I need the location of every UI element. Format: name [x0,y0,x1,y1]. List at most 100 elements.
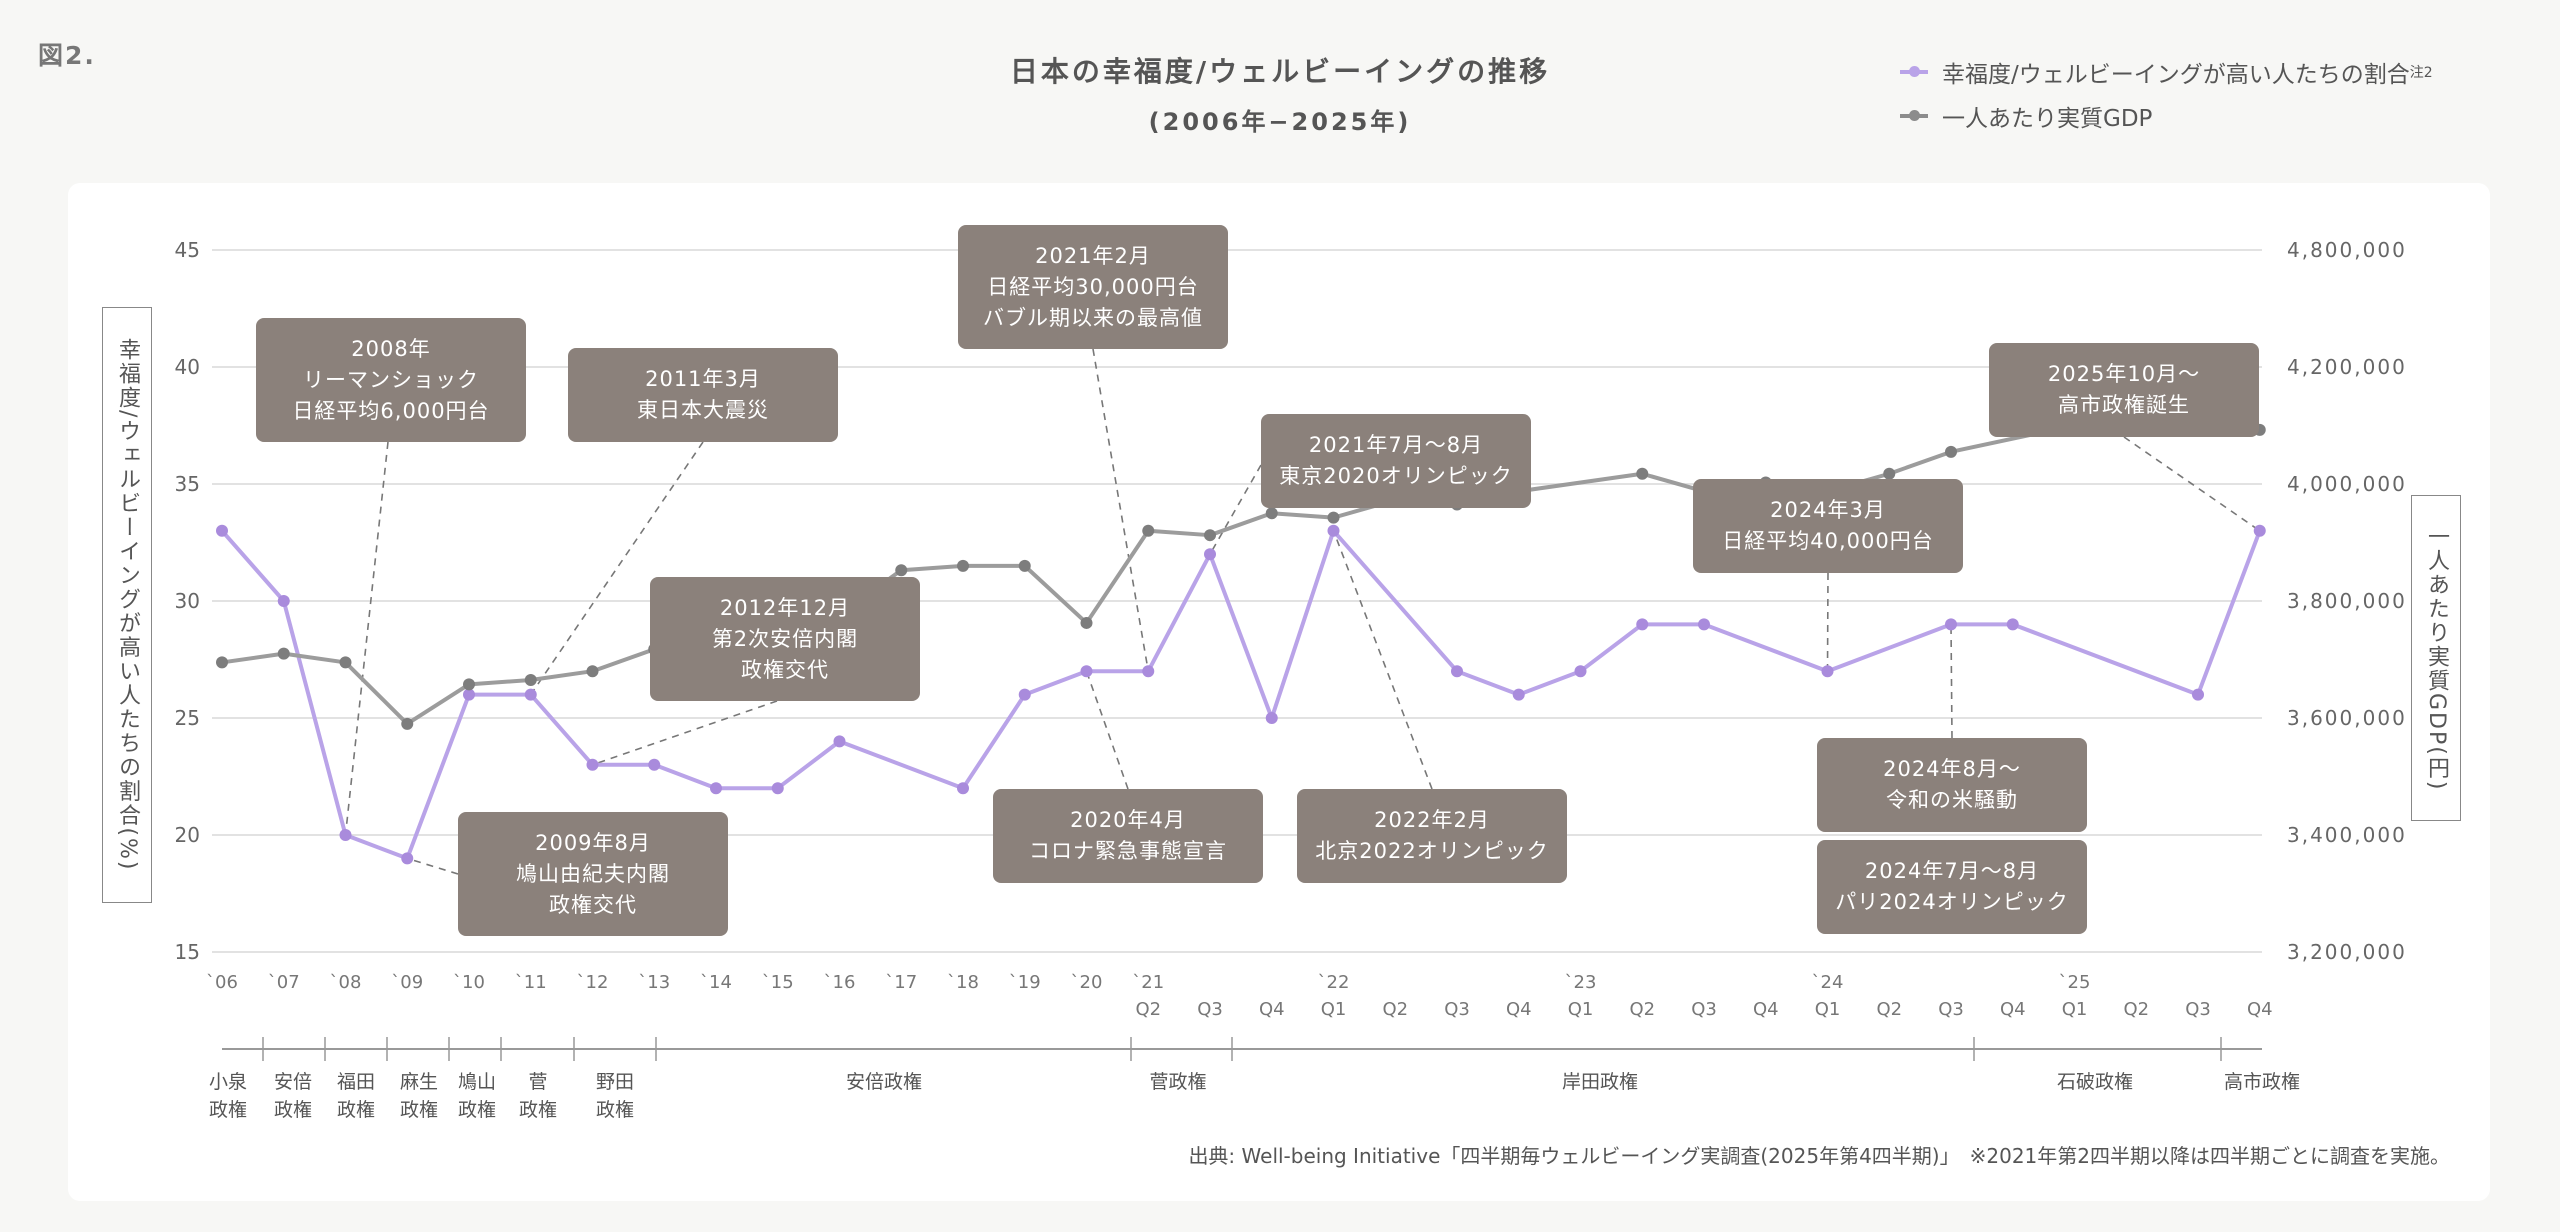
era-label: 小泉 政権 [208,1071,247,1121]
x-quarter-label: Q1 [1568,999,1594,1020]
annotation-box: 2011年3月 東日本大震災 [568,348,838,442]
legend-footnote: 注2 [2409,65,2433,81]
right-tick-label: 4,200,000 [2287,355,2407,379]
x-year-label: `08 [330,972,362,993]
annotation-connector [1950,624,1953,739]
gdp-point [1945,445,1957,458]
annotation-line: 2024年7月〜8月 [1864,859,2040,883]
era-label: 石破政権 [2056,1071,2133,1093]
annotation-box: 2022年2月 北京2022オリンピック [1297,789,1567,883]
left-tick-label: 15 [175,940,200,964]
gdp-point [524,673,537,686]
wellbeing-point [401,852,414,865]
x-year-label: `19 [1009,972,1041,993]
annotation-line: 東京2020オリンピック [1279,464,1513,488]
left-tick-label: 35 [175,472,200,496]
chart-title: 日本の幸福度/ウェルビーイングの推移 [1009,55,1551,88]
annotation-connector [1092,348,1150,672]
annotation-line: 2009年8月 [535,830,651,855]
annotation-box: 2025年10月〜 高市政権誕生 [1989,343,2259,437]
x-year-label: `22 [1318,972,1350,993]
x-quarter-label: Q2 [2123,999,2149,1020]
left-tick-label: 30 [175,589,200,613]
era-label: 鳩山 政権 [457,1071,496,1121]
annotation-line: 2021年2月 [1035,243,1151,268]
gdp-point [1883,467,1896,480]
annotation-line: 2024年8月〜 [1883,757,2021,781]
legend-label: 一人あたり実質GDP [1942,106,2153,132]
x-quarter-label: Q1 [1815,999,1841,1020]
x-quarter-label: Q4 [1506,999,1532,1020]
x-year-label: `20 [1071,972,1103,993]
annotation-box: 2020年4月 コロナ緊急事態宣言 [993,789,1263,883]
x-year-label: `23 [1565,972,1597,993]
annotation-line: 2021年7月〜8月 [1308,433,1484,457]
annotation-box: 2008年 リーマンショック 日経平均6,000円台 [256,318,526,442]
annotation-line: 2008年 [351,336,431,361]
x-quarter-label: Q2 [1135,999,1161,1020]
annotation-line: 第2次安倍内閣 [711,626,859,651]
x-year-label: `12 [577,972,609,993]
x-year-label: `18 [947,972,979,993]
wellbeing-point [1574,665,1587,678]
wellbeing-point [2253,524,2266,537]
x-year-label: `17 [885,972,917,993]
right-tick-label: 4,800,000 [2287,238,2407,262]
x-year-label: `07 [268,972,300,993]
annotation-line: 2022年2月 [1374,808,1490,832]
gdp-point [1018,559,1031,572]
gdp-point [1636,467,1649,480]
annotation-line: 2025年10月〜 [2047,362,2201,386]
era-label: 安倍 政権 [273,1071,312,1121]
x-quarter-label: Q3 [1444,999,1470,1020]
annotation-line: 2020年4月 [1070,808,1186,832]
annotation-box: 2024年7月〜8月 パリ2024オリンピック [1817,840,2087,934]
x-year-label: `10 [453,972,485,993]
wellbeing-line [220,528,2262,861]
left-tick-label: 20 [175,823,200,847]
annotation-connector [1332,530,1433,790]
x-year-label: `25 [2059,972,2091,993]
annotation-line: 日経平均40,000円台 [1722,529,1934,553]
wellbeing-point [648,758,661,771]
annotation-line: 日経平均30,000円台 [987,274,1199,299]
x-year-label: `14 [700,972,732,993]
left-tick-label: 25 [175,706,200,730]
x-quarter-label: Q4 [1753,999,1779,1020]
wellbeing-point [833,735,846,748]
x-quarter-label: Q3 [1197,999,1223,1020]
gdp-point [463,678,475,691]
wellbeing-point [2006,618,2019,631]
legend: 幸福度/ウェルビーイングが高い人たちの割合 注2 一人あたり実質GDP [1900,50,2433,138]
x-year-label: `21 [1132,972,1164,993]
wellbeing-point [710,782,722,795]
x-quarter-label: Q1 [2062,999,2088,1020]
annotation-box: 2021年7月〜8月東京2020オリンピック [1261,414,1531,508]
x-year-label: `11 [515,972,547,993]
gdp-point [277,647,290,660]
wellbeing-point [586,758,599,771]
x-year-label: `16 [824,972,856,993]
wellbeing-point [216,524,228,537]
annotation-line: 2024年3月 [1770,498,1886,522]
wellbeing-point [339,829,352,841]
annotation-line: 2012年12月 [719,595,851,620]
annotation-box: 2024年8月〜 令和の米騒動 [1817,738,2087,832]
wellbeing-point [2192,688,2204,701]
x-year-label: `13 [638,972,670,993]
annotation-connector [1826,572,1829,672]
left-tick-label: 45 [175,238,200,262]
annotation-box: 2012年12月 第2次安倍内閣 政権交代 [650,577,920,701]
annotation-connector [407,857,459,875]
annotation-line: 東日本大震災 [637,398,769,422]
era-label: 高市政権 [2223,1071,2300,1093]
gdp-point [586,665,599,678]
legend-marker-icon [1900,66,1928,77]
legend-label: 幸福度/ウェルビーイングが高い人たちの割合 [1942,62,2410,88]
wellbeing-point [463,688,475,701]
wellbeing-point [1018,688,1031,701]
gdp-point [1265,507,1278,520]
x-year-label: `15 [762,972,794,993]
chart-subtitle: (2006年−2025年) [1148,108,1412,136]
